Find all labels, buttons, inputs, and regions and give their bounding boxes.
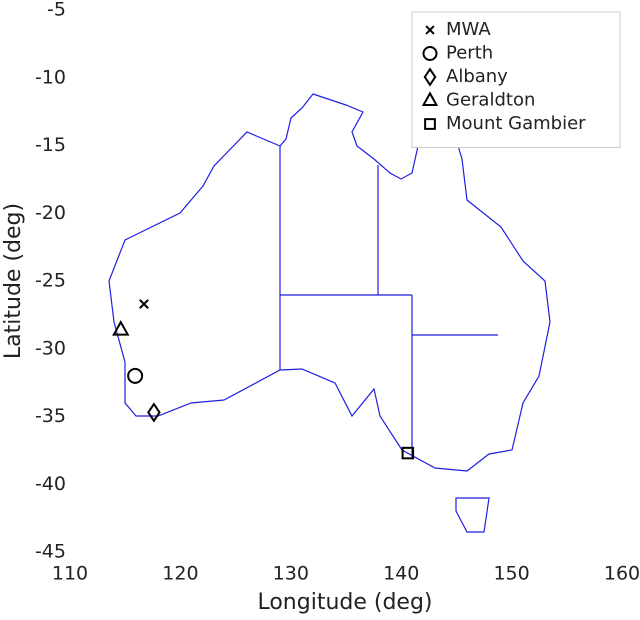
x-tick-label: 150 xyxy=(493,563,529,585)
marker-x xyxy=(139,299,149,309)
tasmania-coast xyxy=(455,497,490,533)
legend-label: Geraldton xyxy=(446,90,535,111)
y-tick-label: -30 xyxy=(35,337,66,359)
legend-label: Albany xyxy=(446,66,508,87)
legend-label: Perth xyxy=(446,43,493,64)
y-tick-label: -10 xyxy=(35,66,66,88)
x-tick-label: 140 xyxy=(383,563,419,585)
y-axis-label: Latitude (deg) xyxy=(1,203,26,359)
x-tick-label: 130 xyxy=(273,563,309,585)
marker-square xyxy=(424,118,436,130)
marker-circle xyxy=(127,367,144,384)
y-tick-label: -15 xyxy=(35,134,66,156)
marker-triangle xyxy=(421,91,439,107)
legend-label: Mount Gambier xyxy=(446,113,586,134)
y-tick-label: -45 xyxy=(35,541,66,563)
marker-diamond xyxy=(423,67,437,87)
marker-diamond xyxy=(147,402,161,423)
marker-x xyxy=(425,25,435,35)
mainland-coast xyxy=(108,85,551,472)
legend-box xyxy=(411,11,621,148)
marker-circle xyxy=(422,46,438,61)
y-tick-label: -35 xyxy=(35,405,66,427)
x-axis-label: Longitude (deg) xyxy=(257,590,432,615)
y-tick-label: -25 xyxy=(35,270,66,292)
x-tick-label: 160 xyxy=(604,563,640,585)
y-tick-label: -40 xyxy=(35,473,66,495)
marker-triangle xyxy=(112,320,130,336)
map-outline xyxy=(108,85,551,533)
y-tick-label: -20 xyxy=(35,202,66,224)
x-tick-label: 120 xyxy=(162,563,198,585)
state-borders xyxy=(279,146,498,458)
marker-square xyxy=(401,446,415,460)
x-tick-label: 110 xyxy=(52,563,88,585)
legend-label: MWA xyxy=(446,19,491,40)
y-tick-label: -5 xyxy=(47,0,66,21)
